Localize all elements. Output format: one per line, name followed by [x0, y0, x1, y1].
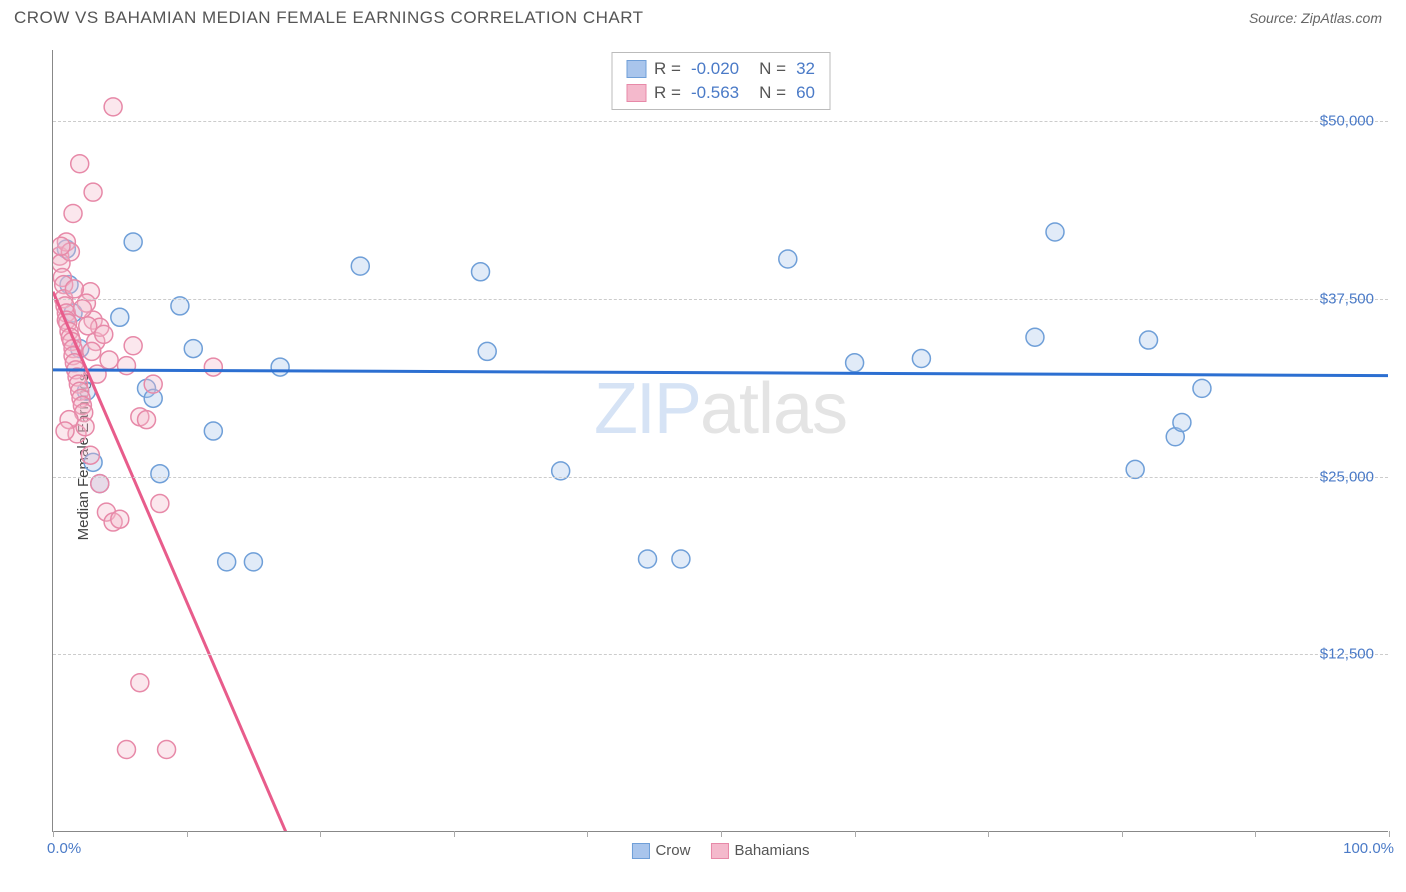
scatter-point	[117, 357, 135, 375]
scatter-point	[65, 280, 83, 298]
scatter-point	[1193, 379, 1211, 397]
x-tick	[320, 831, 321, 837]
grid-line	[53, 121, 1388, 122]
legend-label: Bahamians	[734, 842, 809, 859]
scatter-point	[73, 300, 91, 318]
scatter-point	[131, 674, 149, 692]
source-attribution: Source: ZipAtlas.com	[1249, 10, 1382, 26]
scatter-point	[351, 257, 369, 275]
y-tick-label: $12,500	[1320, 646, 1374, 663]
x-tick	[454, 831, 455, 837]
x-tick-label: 100.0%	[1343, 840, 1394, 857]
scatter-point	[218, 553, 236, 571]
scatter-point	[184, 340, 202, 358]
x-tick	[587, 831, 588, 837]
legend-swatch	[710, 843, 728, 859]
scatter-point	[117, 741, 135, 759]
grid-line	[53, 477, 1388, 478]
scatter-point	[104, 98, 122, 116]
scatter-point	[138, 411, 156, 429]
legend-item: Crow	[631, 842, 690, 859]
scatter-point	[1140, 331, 1158, 349]
y-tick-label: $25,000	[1320, 468, 1374, 485]
scatter-point	[478, 342, 496, 360]
scatter-point	[639, 550, 657, 568]
stat-r-value: -0.563	[691, 83, 739, 103]
stat-r-label: R =	[654, 59, 681, 79]
stat-n-label: N =	[759, 59, 786, 79]
grid-line	[53, 299, 1388, 300]
stat-r-label: R =	[654, 83, 681, 103]
scatter-point	[81, 446, 99, 464]
scatter-point	[204, 358, 222, 376]
scatter-point	[912, 350, 930, 368]
x-tick	[855, 831, 856, 837]
scatter-point	[158, 741, 176, 759]
stat-n-value: 60	[796, 83, 815, 103]
scatter-point	[779, 250, 797, 268]
scatter-point	[79, 317, 97, 335]
stats-legend-box: R = -0.020 N = 32 R = -0.563 N = 60	[611, 52, 830, 110]
stat-n-value: 32	[796, 59, 815, 79]
scatter-point	[100, 351, 118, 369]
scatter-point	[95, 325, 113, 343]
scatter-point	[124, 233, 142, 251]
bottom-legend: Crow Bahamians	[631, 842, 809, 859]
series-swatch	[626, 84, 646, 102]
chart-container: Median Female Earnings ZIPatlas R =-0.02…	[14, 42, 1394, 872]
x-tick-label: 0.0%	[47, 840, 81, 857]
scatter-point	[846, 354, 864, 372]
scatter-point	[244, 553, 262, 571]
scatter-point	[1026, 328, 1044, 346]
scatter-point	[83, 342, 101, 360]
scatter-point	[151, 495, 169, 513]
x-tick	[1389, 831, 1390, 837]
scatter-point	[111, 308, 129, 326]
stat-r-value: -0.020	[691, 59, 739, 79]
scatter-point	[84, 183, 102, 201]
scatter-point	[204, 422, 222, 440]
stats-row: R = -0.563 N = 60	[626, 81, 815, 105]
scatter-point	[71, 155, 89, 173]
plot-svg	[53, 50, 1388, 831]
x-tick	[187, 831, 188, 837]
scatter-point	[64, 205, 82, 223]
series-swatch	[626, 60, 646, 78]
x-tick	[53, 831, 54, 837]
legend-swatch	[631, 843, 649, 859]
scatter-point	[1046, 223, 1064, 241]
y-tick-label: $37,500	[1320, 290, 1374, 307]
scatter-point	[151, 465, 169, 483]
x-tick	[1255, 831, 1256, 837]
scatter-point	[144, 375, 162, 393]
scatter-point	[111, 510, 129, 528]
scatter-point	[472, 263, 490, 281]
scatter-point	[124, 337, 142, 355]
grid-line	[53, 654, 1388, 655]
scatter-point	[76, 418, 94, 436]
x-tick	[721, 831, 722, 837]
chart-title: CROW VS BAHAMIAN MEDIAN FEMALE EARNINGS …	[14, 8, 644, 28]
regression-line	[53, 370, 1388, 376]
chart-header: CROW VS BAHAMIAN MEDIAN FEMALE EARNINGS …	[0, 0, 1406, 32]
scatter-point	[53, 237, 70, 255]
stat-n-label: N =	[759, 83, 786, 103]
x-tick	[1122, 831, 1123, 837]
scatter-point	[271, 358, 289, 376]
scatter-point	[56, 422, 74, 440]
scatter-point	[1173, 414, 1191, 432]
stats-row: R = -0.020 N = 32	[626, 57, 815, 81]
y-tick-label: $50,000	[1320, 113, 1374, 130]
plot-area: ZIPatlas R =-0.020N =32R =-0.563N =60 Cr…	[52, 50, 1388, 832]
x-tick	[988, 831, 989, 837]
legend-label: Crow	[655, 842, 690, 859]
legend-item: Bahamians	[710, 842, 809, 859]
scatter-point	[672, 550, 690, 568]
